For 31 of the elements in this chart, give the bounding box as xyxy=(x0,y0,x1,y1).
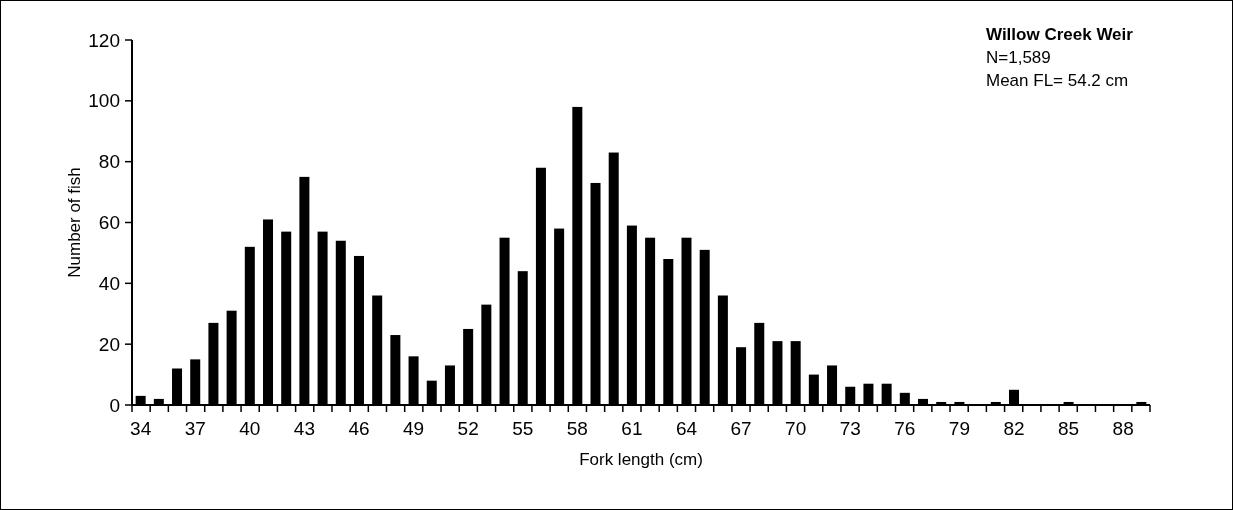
x-tick-label: 37 xyxy=(184,418,206,439)
x-tick-label: 73 xyxy=(839,418,861,439)
x-axis-title: Fork length (cm) xyxy=(579,450,703,469)
x-tick-label: 70 xyxy=(785,418,807,439)
y-tick-label: 40 xyxy=(98,272,120,294)
x-tick-label: 52 xyxy=(457,418,479,439)
y-tick-label: 80 xyxy=(98,151,120,173)
x-tick-label: 76 xyxy=(894,418,916,439)
x-tick-label: 49 xyxy=(402,418,425,439)
annotation: Mean FL= 54.2 cm xyxy=(986,71,1129,90)
x-tick-label: 88 xyxy=(1112,418,1134,439)
y-axis-title: Number of fish xyxy=(65,167,84,278)
x-tick-label: 79 xyxy=(948,418,970,439)
x-tick-label: 67 xyxy=(730,418,752,439)
chart-title: Willow Creek Weir xyxy=(986,25,1134,44)
x-tick-label: 61 xyxy=(621,418,643,439)
y-tick-label: 120 xyxy=(88,29,120,51)
y-tick-label: 100 xyxy=(88,90,120,112)
x-tick-label: 34 xyxy=(130,418,152,439)
x-tick-label: 55 xyxy=(512,418,534,439)
x-tick-label: 58 xyxy=(566,418,588,439)
x-tick-label: 64 xyxy=(675,418,698,439)
y-tick-label: 60 xyxy=(98,212,120,234)
annotation: N=1,589 xyxy=(986,48,1051,67)
x-tick-label: 46 xyxy=(348,418,370,439)
x-tick-label: 85 xyxy=(1058,418,1080,439)
x-tick-label: 40 xyxy=(239,418,261,439)
y-tick-label: 0 xyxy=(109,394,120,416)
x-tick-label: 43 xyxy=(293,418,315,439)
y-tick-label: 20 xyxy=(98,333,120,355)
x-tick-label: 82 xyxy=(1003,418,1025,439)
